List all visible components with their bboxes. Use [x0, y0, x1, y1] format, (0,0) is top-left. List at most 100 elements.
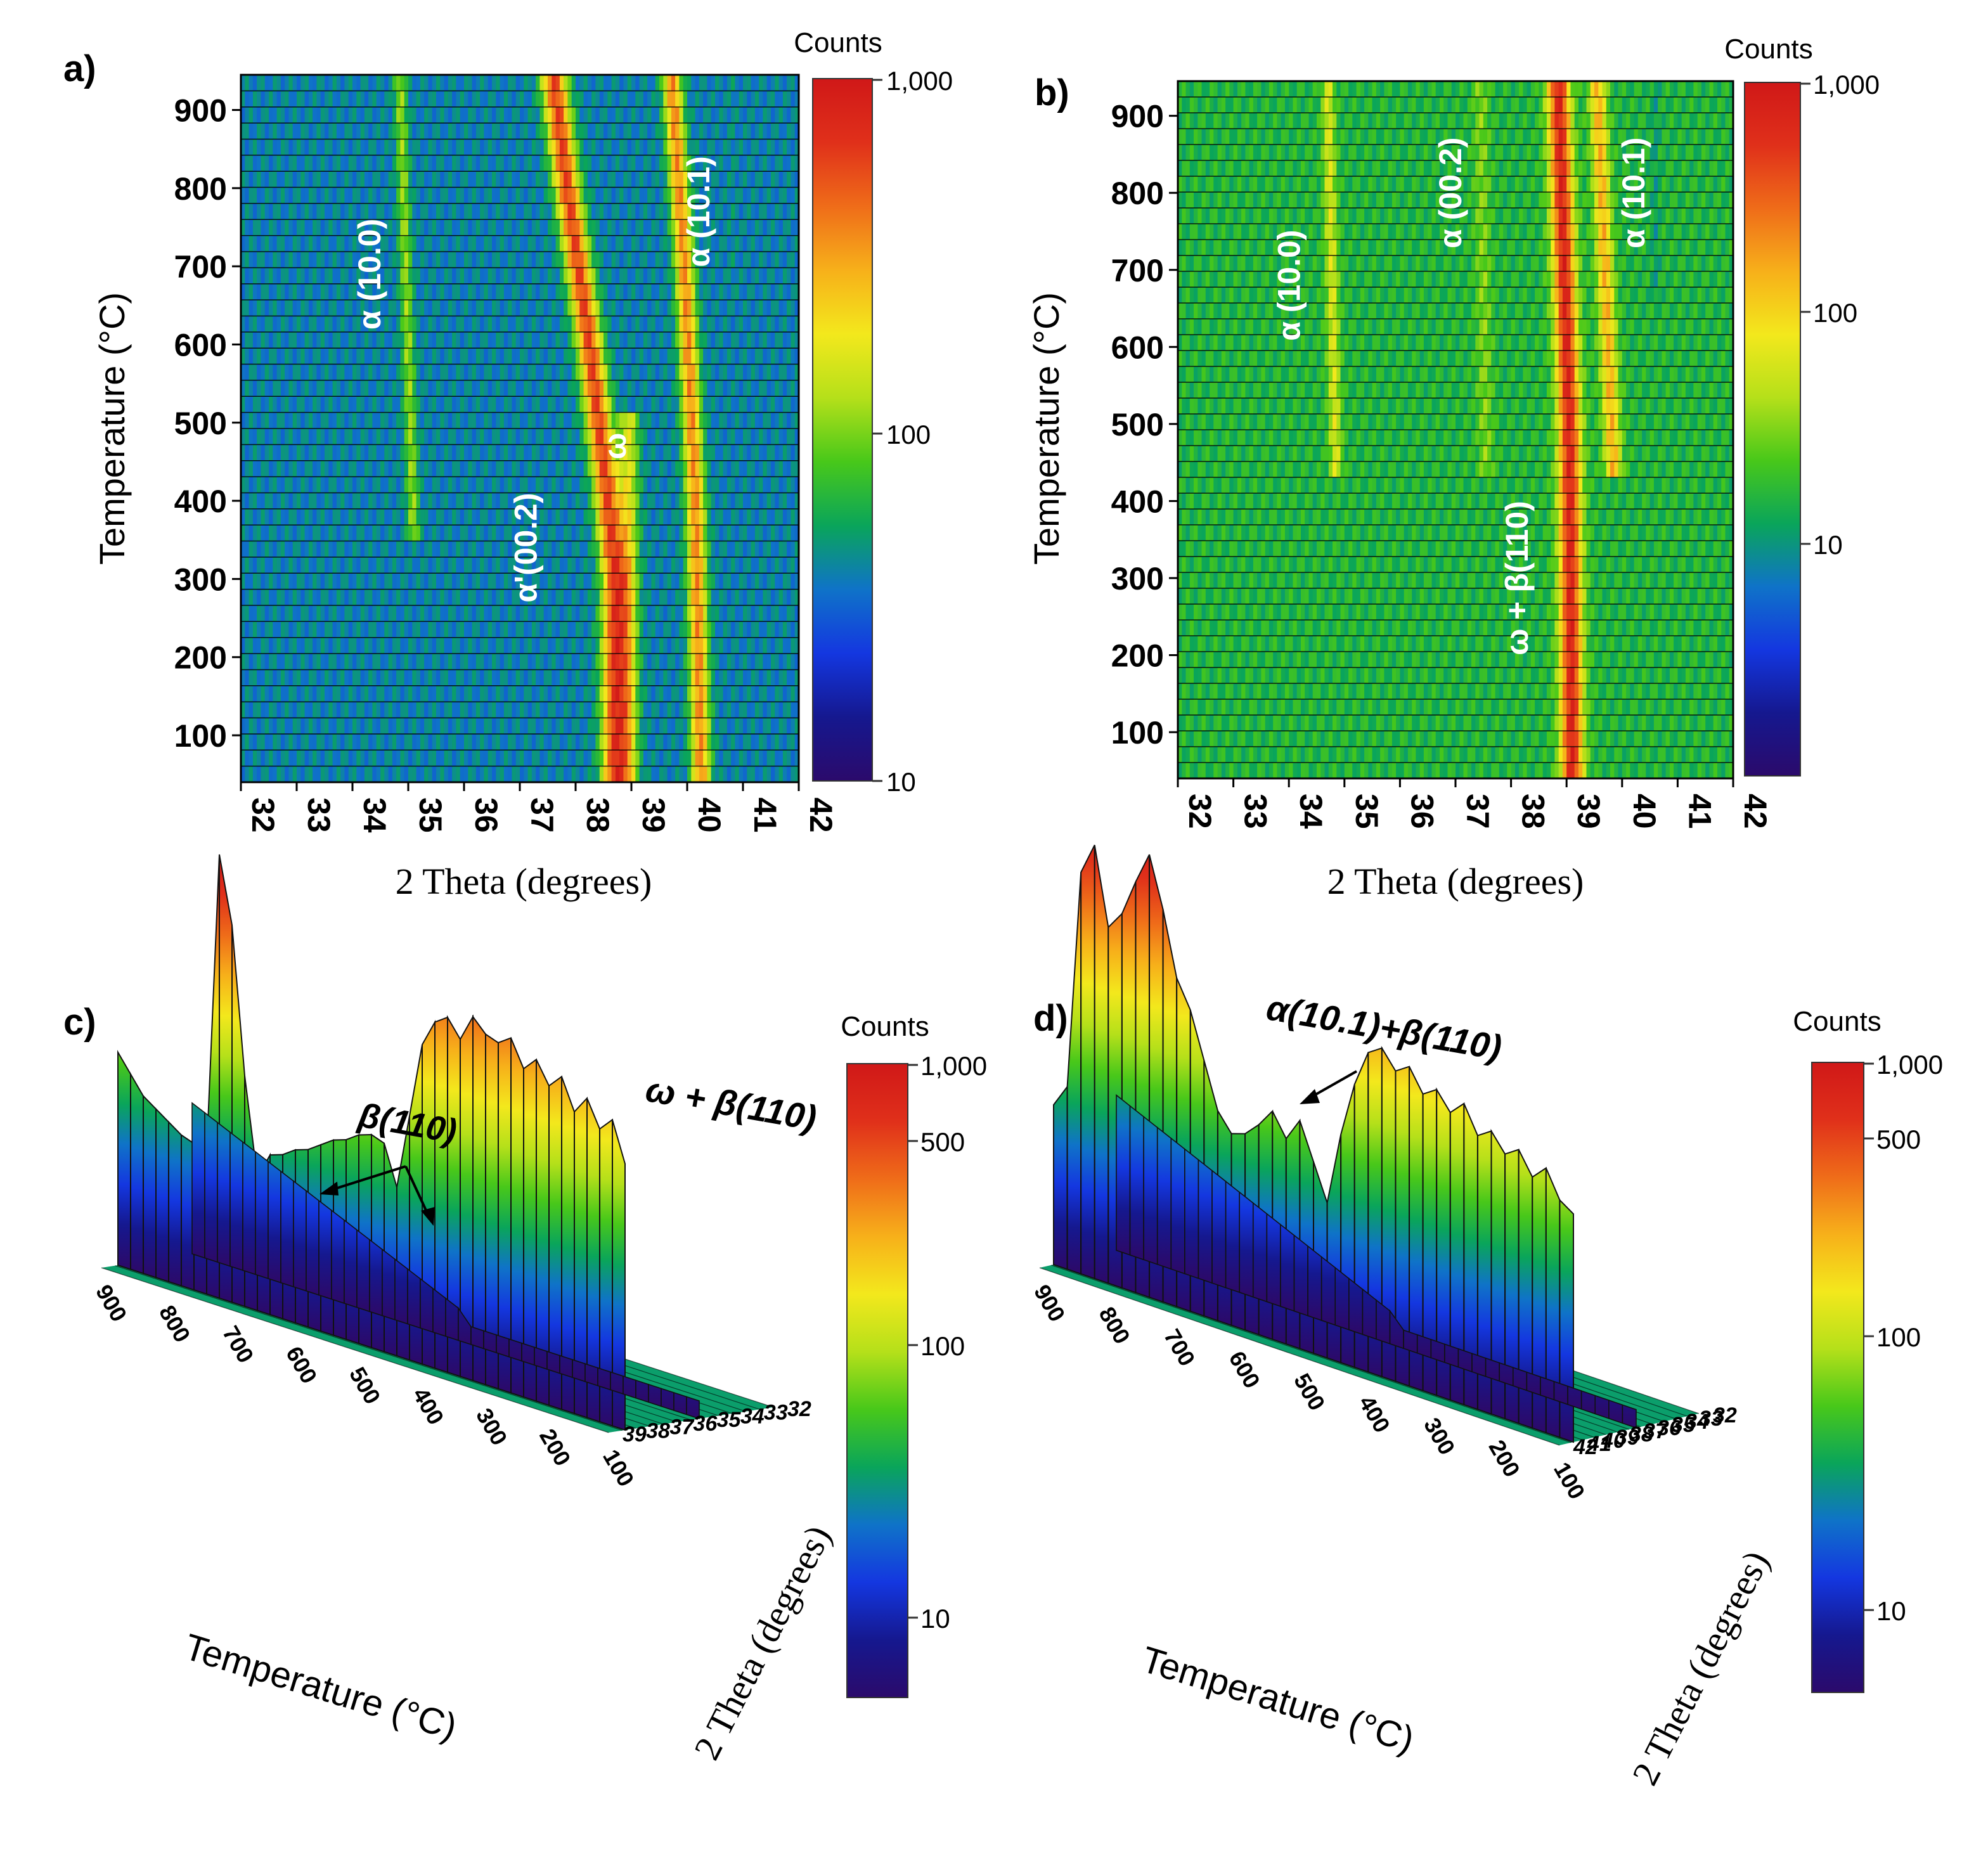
- heatmap-cell: [316, 123, 321, 139]
- heatmap-cell: [588, 123, 592, 139]
- heatmap-cell: [579, 332, 584, 349]
- heatmap-cell: [245, 396, 249, 413]
- heatmap-cell: [552, 332, 556, 349]
- heatmap-cell: [612, 396, 616, 413]
- heatmap-cell: [787, 171, 791, 188]
- heatmap-cell: [456, 75, 460, 91]
- heatmap-cell: [628, 91, 632, 107]
- heatmap-cell: [647, 139, 652, 156]
- heatmap-cell: [277, 364, 281, 381]
- heatmap-cell: [647, 284, 652, 300]
- heatmap-cell: [619, 219, 624, 236]
- heatmap-cell: [532, 348, 536, 364]
- heatmap-cell: [576, 364, 580, 381]
- heatmap-cell: [687, 348, 692, 364]
- heatmap-cell: [588, 300, 592, 316]
- heatmap-cell: [536, 380, 540, 397]
- heatmap-cell: [640, 267, 644, 284]
- heatmap-cell: [484, 300, 488, 316]
- heatmap-cell: [372, 107, 377, 124]
- heatmap-cell: [337, 123, 341, 139]
- heatmap-cell: [783, 332, 787, 349]
- heatmap-cell: [297, 348, 301, 364]
- heatmap-cell: [723, 284, 728, 300]
- heatmap-cell: [775, 267, 779, 284]
- heatmap-cell: [679, 316, 683, 333]
- heatmap-cell: [675, 236, 680, 252]
- heatmap-cell: [321, 380, 325, 397]
- heatmap-cell: [635, 300, 640, 316]
- heatmap-cell: [484, 316, 488, 333]
- heatmap-cell: [504, 380, 508, 397]
- heatmap-cell: [787, 300, 791, 316]
- heatmap-cell: [500, 300, 505, 316]
- heatmap-cell: [428, 219, 432, 236]
- heatmap-cell: [480, 123, 484, 139]
- heatmap-cell: [675, 300, 680, 316]
- heatmap-cell: [512, 380, 516, 397]
- heatmap-cell: [755, 91, 759, 107]
- heatmap-cell: [612, 348, 616, 364]
- heatmap-cell: [775, 300, 779, 316]
- heatmap-cell: [651, 123, 655, 139]
- heatmap-cell: [739, 188, 744, 204]
- heatmap-cell: [316, 75, 321, 91]
- heatmap-cell: [588, 219, 592, 236]
- heatmap-cell: [396, 364, 401, 381]
- heatmap-cell: [476, 219, 481, 236]
- heatmap-cell: [719, 203, 723, 220]
- heatmap-cell: [783, 171, 787, 188]
- heatmap-cell: [579, 252, 584, 268]
- heatmap-cell: [771, 236, 775, 252]
- heatmap-cell: [683, 332, 688, 349]
- heatmap-cell: [747, 171, 751, 188]
- heatmap-cell: [600, 300, 604, 316]
- heatmap-cell: [779, 300, 784, 316]
- heatmap-cell: [532, 139, 536, 156]
- heatmap-cell: [600, 155, 604, 172]
- heatmap-cell: [691, 284, 695, 300]
- heatmap-cell: [723, 139, 728, 156]
- heatmap-cell: [249, 219, 254, 236]
- heatmap-cell: [265, 171, 269, 188]
- heatmap-cell: [253, 219, 257, 236]
- heatmap-cell: [424, 75, 429, 91]
- heatmap-cell: [249, 123, 254, 139]
- heatmap-cell: [536, 364, 540, 381]
- heatmap-cell: [309, 203, 313, 220]
- heatmap-cell: [520, 188, 524, 204]
- heatmap-cell: [723, 267, 728, 284]
- heatmap-cell: [309, 267, 313, 284]
- heatmap-cell: [640, 107, 644, 124]
- heatmap-cell: [567, 155, 572, 172]
- heatmap-cell: [261, 300, 265, 316]
- heatmap-cell: [576, 316, 580, 333]
- heatmap-cell: [361, 188, 365, 204]
- heatmap-cell: [321, 75, 325, 91]
- heatmap-cell: [500, 396, 505, 413]
- heatmap-cell: [257, 284, 261, 300]
- heatmap-cell: [516, 300, 520, 316]
- heatmap-cell: [612, 267, 616, 284]
- heatmap-cell: [428, 252, 432, 268]
- heatmap-cell: [516, 332, 520, 349]
- heatmap-cell: [552, 380, 556, 397]
- heatmap-cell: [269, 348, 273, 364]
- heatmap-cell: [588, 155, 592, 172]
- heatmap-cell: [727, 91, 732, 107]
- heatmap-cell: [595, 155, 600, 172]
- heatmap-cell: [352, 171, 357, 188]
- heatmap-cell: [703, 267, 707, 284]
- heatmap-cell: [755, 332, 759, 349]
- heatmap-cell: [293, 155, 297, 172]
- heatmap-cell: [668, 332, 672, 349]
- heatmap-cell: [300, 300, 305, 316]
- heatmap-cell: [723, 252, 728, 268]
- heatmap-cell: [476, 188, 481, 204]
- heatmap-cell: [707, 300, 711, 316]
- heatmap-cell: [659, 75, 664, 91]
- heatmap-cell: [508, 123, 512, 139]
- heatmap-cell: [416, 316, 421, 333]
- heatmap-cell: [492, 252, 496, 268]
- heatmap-cell: [779, 171, 784, 188]
